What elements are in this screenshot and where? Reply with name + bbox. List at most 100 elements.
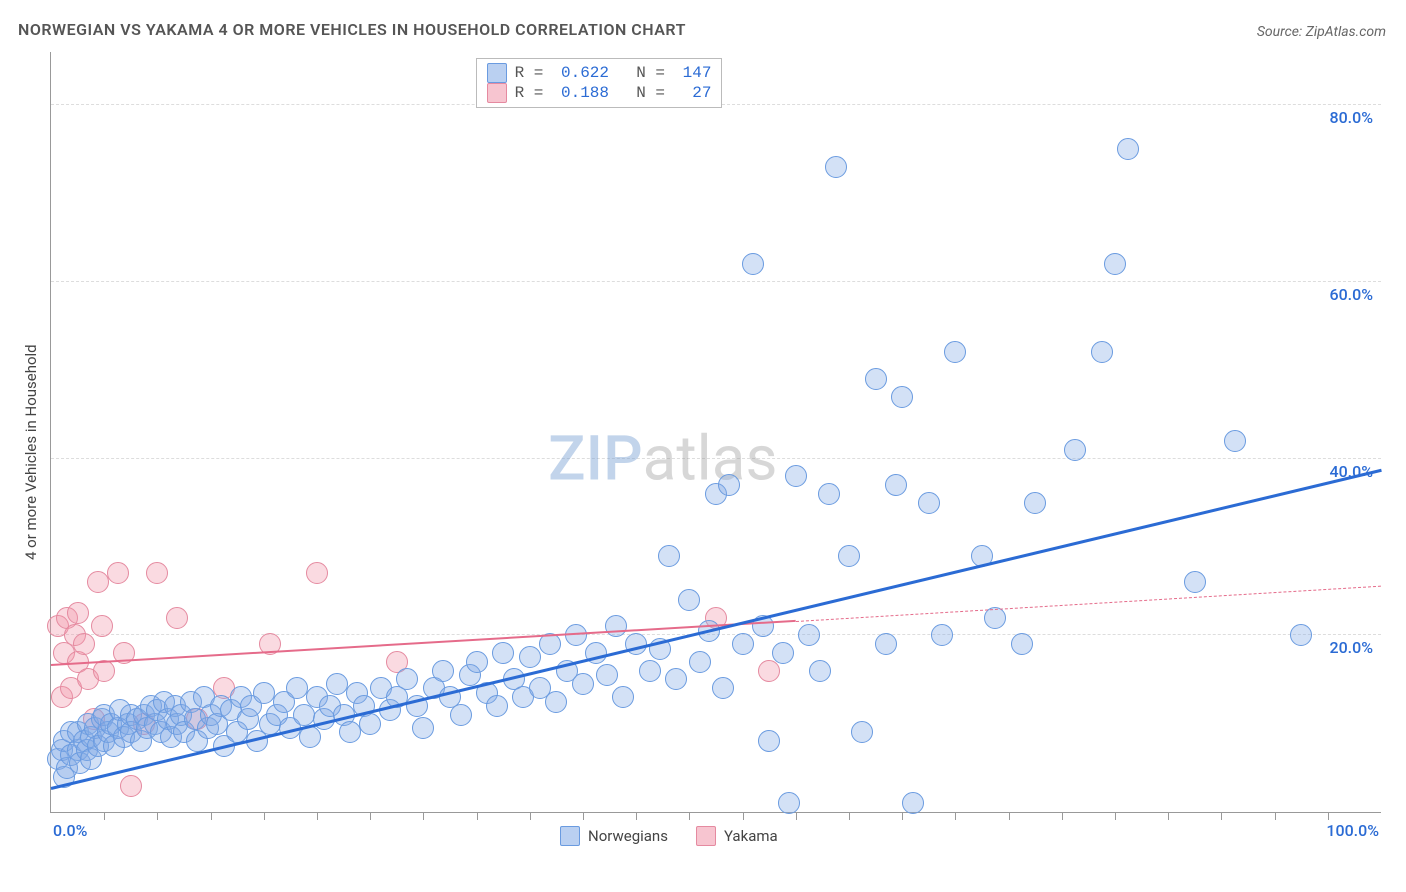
point-yakama xyxy=(120,775,142,797)
x-tick xyxy=(370,812,371,820)
trendline-yakama-extrapolated xyxy=(796,586,1381,622)
point-norwegians xyxy=(772,642,794,664)
x-tick xyxy=(1328,812,1329,820)
point-norwegians xyxy=(718,474,740,496)
trendline-yakama xyxy=(51,620,796,666)
point-norwegians xyxy=(785,465,807,487)
point-norwegians xyxy=(1104,253,1126,275)
point-norwegians xyxy=(678,589,700,611)
point-yakama xyxy=(146,562,168,584)
point-norwegians xyxy=(519,646,541,668)
x-tick xyxy=(1062,812,1063,820)
swatch-blue xyxy=(487,63,507,83)
point-norwegians xyxy=(1117,138,1139,160)
point-norwegians xyxy=(605,615,627,637)
point-norwegians xyxy=(825,156,847,178)
x-tick xyxy=(477,812,478,820)
x-tick xyxy=(423,812,424,820)
point-norwegians xyxy=(732,633,754,655)
stats-box: R = 0.622 N = 147R = 0.188 N = 27 xyxy=(476,58,723,108)
point-norwegians xyxy=(1091,341,1113,363)
x-tick xyxy=(743,812,744,820)
x-tick xyxy=(157,812,158,820)
point-norwegians xyxy=(396,668,418,690)
point-norwegians xyxy=(944,341,966,363)
point-yakama xyxy=(166,607,188,629)
point-norwegians xyxy=(758,730,780,752)
swatch-blue xyxy=(560,826,580,846)
point-norwegians xyxy=(918,492,940,514)
point-norwegians xyxy=(1064,439,1086,461)
y-tick-label: 20.0% xyxy=(1329,638,1373,657)
x-tick xyxy=(902,812,903,820)
point-norwegians xyxy=(875,633,897,655)
gridline-h xyxy=(51,458,1381,459)
point-norwegians xyxy=(778,792,800,814)
point-norwegians xyxy=(851,721,873,743)
point-norwegians xyxy=(412,717,434,739)
point-norwegians xyxy=(809,660,831,682)
x-tick xyxy=(1115,812,1116,820)
point-norwegians xyxy=(450,704,472,726)
stats-row: R = 0.188 N = 27 xyxy=(487,83,712,103)
swatch-pink xyxy=(487,83,507,103)
x-tick xyxy=(211,812,212,820)
point-norwegians xyxy=(545,691,567,713)
x-tick xyxy=(689,812,690,820)
point-norwegians xyxy=(902,792,924,814)
legend-item-yakama: Yakama xyxy=(696,826,778,846)
y-tick-label: 60.0% xyxy=(1329,285,1373,304)
point-norwegians xyxy=(712,677,734,699)
point-norwegians xyxy=(931,624,953,646)
point-norwegians xyxy=(665,668,687,690)
point-norwegians xyxy=(492,642,514,664)
legend-label: Yakama xyxy=(724,827,778,845)
point-norwegians xyxy=(486,695,508,717)
point-norwegians xyxy=(359,713,381,735)
stats-row: R = 0.622 N = 147 xyxy=(487,63,712,83)
point-norwegians xyxy=(865,368,887,390)
x-tick xyxy=(317,812,318,820)
point-norwegians xyxy=(1184,571,1206,593)
point-norwegians xyxy=(253,682,275,704)
point-norwegians xyxy=(639,660,661,682)
point-norwegians xyxy=(891,386,913,408)
x-tick xyxy=(1221,812,1222,820)
point-norwegians xyxy=(742,253,764,275)
x-tick xyxy=(104,812,105,820)
point-norwegians xyxy=(798,624,820,646)
y-tick-label: 80.0% xyxy=(1329,108,1373,127)
x-tick xyxy=(1275,812,1276,820)
point-yakama xyxy=(73,633,95,655)
x-tick xyxy=(1168,812,1169,820)
point-norwegians xyxy=(339,721,361,743)
source-attribution: Source: ZipAtlas.com xyxy=(1257,24,1386,40)
x-tick xyxy=(849,812,850,820)
point-norwegians xyxy=(432,660,454,682)
point-norwegians xyxy=(1024,492,1046,514)
point-norwegians xyxy=(596,664,618,686)
legend-bottom: Norwegians Yakama xyxy=(560,826,778,846)
point-norwegians xyxy=(612,686,634,708)
x-tick xyxy=(636,812,637,820)
x-tick-label-left: 0.0% xyxy=(53,821,87,840)
point-yakama xyxy=(67,602,89,624)
point-norwegians xyxy=(466,651,488,673)
x-tick-label-right: 100.0% xyxy=(1326,821,1379,840)
point-norwegians xyxy=(818,483,840,505)
point-yakama xyxy=(91,615,113,637)
point-norwegians xyxy=(885,474,907,496)
gridline-h xyxy=(51,281,1381,282)
x-tick xyxy=(264,812,265,820)
point-norwegians xyxy=(838,545,860,567)
point-norwegians xyxy=(658,545,680,567)
x-tick xyxy=(583,812,584,820)
legend-item-norwegians: Norwegians xyxy=(560,826,668,846)
point-norwegians xyxy=(326,673,348,695)
x-tick xyxy=(796,812,797,820)
point-yakama xyxy=(107,562,129,584)
scatter-plot: 20.0%40.0%60.0%80.0%0.0%100.0%ZIPatlas xyxy=(50,52,1381,813)
point-yakama xyxy=(87,571,109,593)
point-norwegians xyxy=(1290,624,1312,646)
x-tick xyxy=(955,812,956,820)
